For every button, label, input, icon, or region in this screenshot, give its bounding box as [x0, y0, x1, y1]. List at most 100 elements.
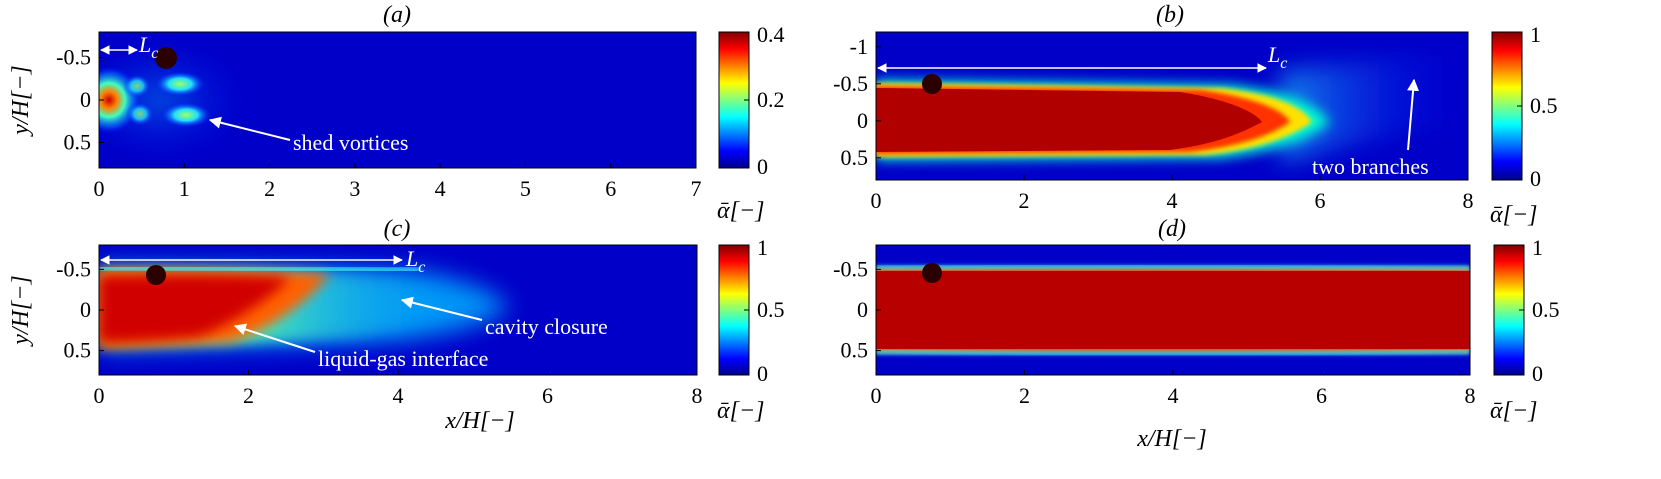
panel-c-cylinder-marker [146, 265, 166, 285]
panel-c-ylabel: y/H[−] [8, 275, 34, 347]
panel-c-lc-label: L [405, 246, 418, 271]
panel-a-xtick-label: 6 [605, 176, 616, 201]
panel-a-ylabel-group: y/H[−] [8, 65, 34, 137]
panel-c-ticks: 0 2 4 6 8-0.500.5 [56, 256, 702, 408]
panel-a-title: (a) [383, 2, 411, 28]
panel-d-colorbar-tick-label: 0 [1532, 361, 1543, 386]
panel-b-colorbar-tick-label: 0.5 [1530, 93, 1558, 118]
svg-text:Lc: Lc [1267, 42, 1287, 72]
panel-b-ytick-label: -0.5 [833, 71, 868, 96]
panel-d-xtick-label: 8 [1465, 383, 1476, 408]
panel-a-xtick-label: 2 [264, 176, 275, 201]
panel-a-xtick-label: 1 [179, 176, 190, 201]
panel-a-colorbar-tick-label: 0 [757, 154, 768, 179]
panel-b-title: (b) [1156, 2, 1184, 28]
panel-b: (b) Lc two branches 0 2 4 6 8-1-0.500.5 00.5… [833, 2, 1557, 228]
panel-a-ylabel: y/H[−] [8, 65, 34, 137]
panel-d-cylinder-marker [922, 263, 942, 283]
panel-a-xtick-label: 4 [435, 176, 446, 201]
panel-d-colorbar-ticks: 00.51 [1519, 235, 1560, 386]
panel-c-colorbar-ticks: 00.51 [744, 235, 785, 386]
panel-a-ytick-label: 0.5 [64, 130, 92, 155]
panel-d-colorbar-tick-label: 1 [1532, 235, 1543, 260]
panel-b-ytick-label: -1 [850, 34, 868, 59]
panel-c-colorbar-tick-label: 0 [757, 361, 768, 386]
panel-b-ytick-label: 0.5 [841, 145, 869, 170]
panel-c-ylabel-group: y/H[−] [8, 275, 34, 347]
panel-b-branches-arrow [1407, 78, 1420, 151]
panel-a-xtick-label: 3 [349, 176, 360, 201]
panel-c-lc-sub: c [418, 259, 425, 276]
panel-d-xtick-label: 0 [871, 383, 882, 408]
panel-b-lc-label: L [1267, 42, 1280, 67]
panel-d-colorbar-tick-label: 0.5 [1532, 297, 1560, 322]
panel-b-colorbar-ticks: 00.51 [1517, 22, 1558, 191]
panel-a-xtick-label: 7 [691, 176, 702, 201]
panel-a-ytick-label: 0 [80, 87, 91, 112]
panel-b-xtick-label: 2 [1019, 188, 1030, 213]
panel-a-shed-arrow [208, 116, 291, 141]
panel-c-ytick-label: 0 [80, 297, 91, 322]
panel-c-closure-label: cavity closure [485, 314, 608, 339]
panel-d-ytick-label: 0.5 [841, 338, 869, 363]
panel-b-xtick-label: 4 [1167, 188, 1178, 213]
panel-c-xtick-label: 4 [393, 383, 404, 408]
panel-c-interface-label: liquid-gas interface [318, 346, 488, 371]
panel-a-lc-label: L [138, 32, 151, 57]
panel-c-colorbar-tick-label: 1 [757, 235, 768, 260]
panel-b-branches-label: two branches [1312, 154, 1429, 179]
panel-b-cylinder-marker [922, 74, 942, 94]
panel-c-xtick-label: 8 [692, 383, 703, 408]
panel-d-ticks: 0 2 4 6 8-0.500.5 [833, 256, 1475, 408]
panel-d: (d) 0 2 4 6 8-0.500.5 x/H[−] 00.51 ᾱ[−] [833, 216, 1559, 452]
panel-c-xtick-label: 0 [94, 383, 105, 408]
panel-b-ytick-label: 0 [857, 108, 868, 133]
panel-b-lc-sub: c [1280, 55, 1287, 72]
panel-b-ticks: 0 2 4 6 8-1-0.500.5 [833, 34, 1473, 213]
panel-c-ytick-label: -0.5 [56, 256, 91, 281]
panel-d-xtick-label: 2 [1019, 383, 1030, 408]
panel-a-colorbar-label: ᾱ[−] [717, 198, 764, 224]
panel-b-xtick-label: 8 [1463, 188, 1474, 213]
panel-d-title: (d) [1158, 216, 1186, 242]
panel-d-colorbar-label: ᾱ[−] [1490, 398, 1537, 424]
panel-a-colorbar-tick-label: 0.4 [757, 22, 785, 47]
panel-d-xlabel: x/H[−] [1136, 426, 1207, 452]
panel-b-xtick-label: 0 [871, 188, 882, 213]
panel-c-ytick-label: 0.5 [64, 338, 92, 363]
panel-c-xtick-label: 6 [542, 383, 553, 408]
panel-c-xlabel: x/H[−] [444, 408, 515, 434]
panel-b-heatmap [876, 32, 1468, 180]
panel-d-ytick-label: -0.5 [833, 256, 868, 281]
panel-c: (c) Lc cavity closure liquid-gas interfa… [8, 216, 785, 434]
panel-b-colorbar-tick-label: 1 [1530, 22, 1541, 47]
panel-c-heatmap [99, 245, 697, 375]
panel-c-xtick-label: 2 [243, 383, 254, 408]
panel-b-xtick-label: 6 [1315, 188, 1326, 213]
svg-text:Lc: Lc [405, 246, 425, 276]
panel-a: (a) Lc shed vortices 0 1 2 3 4 5 6 7-0.500.5 y/… [8, 2, 785, 224]
panel-a-colorbar-ticks: 0 0.2 0.4 [744, 22, 785, 179]
panel-a-ytick-label: -0.5 [56, 45, 91, 70]
panel-a-heatmap [99, 32, 696, 168]
panel-d-ytick-label: 0 [857, 297, 868, 322]
panel-c-colorbar-tick-label: 0.5 [757, 297, 785, 322]
svg-text:Lc: Lc [138, 32, 158, 62]
panel-b-colorbar-tick-label: 0 [1530, 166, 1541, 191]
panel-c-closure-arrow [400, 296, 483, 321]
panel-a-xtick-label: 5 [520, 176, 531, 201]
panel-d-xtick-label: 6 [1316, 383, 1327, 408]
panel-c-colorbar-label: ᾱ[−] [717, 398, 764, 424]
panel-a-xtick-label: 0 [94, 176, 105, 201]
panel-c-interface-arrow [233, 323, 316, 353]
panel-d-xtick-label: 4 [1168, 383, 1179, 408]
panel-d-heatmap [876, 245, 1470, 375]
panel-a-shed-label: shed vortices [293, 130, 408, 155]
panel-a-cylinder-marker [155, 47, 177, 69]
panel-c-title: (c) [384, 216, 411, 242]
panel-a-lc-sub: c [151, 45, 158, 62]
panel-a-ticks: 0 1 2 3 4 5 6 7-0.500.5 [56, 45, 701, 202]
panel-b-colorbar-label: ᾱ[−] [1490, 202, 1537, 228]
panel-a-colorbar-tick-label: 0.2 [757, 87, 785, 112]
